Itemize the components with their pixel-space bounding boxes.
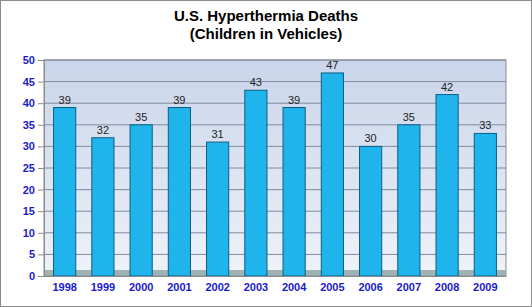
grid-line (44, 60, 506, 61)
y-tick-mark (38, 60, 44, 61)
x-tick-label: 2009 (473, 281, 497, 293)
y-tick-label: 30 (23, 140, 35, 152)
y-tick-label: 5 (29, 248, 35, 260)
y-axis-line (44, 61, 45, 277)
y-tick-label: 20 (23, 184, 35, 196)
y-tick: 20 (23, 184, 44, 196)
plot: 0 5 10 15 20 25 30 35 40 45 50 1998 1999 2000 2001 2002… (23, 54, 507, 293)
y-tick-mark (38, 125, 44, 126)
x-axis: 1998 1999 2000 2001 2002 2003 2004 2005 2006 2007… (45, 276, 507, 293)
bar (168, 108, 190, 276)
data-label: 31 (212, 128, 224, 140)
data-label: 39 (173, 94, 185, 106)
y-tick-mark (38, 276, 44, 277)
data-label: 39 (288, 94, 300, 106)
y-tick: 15 (23, 205, 44, 217)
x-tick-label: 1999 (91, 281, 115, 293)
y-axis: 0 5 10 15 20 25 30 35 40 45 50 (23, 54, 45, 282)
title: U.S. Hyperthermia Deaths (174, 7, 358, 24)
y-tick: 50 (23, 54, 44, 66)
y-tick-label: 50 (23, 54, 35, 66)
data-label: 32 (97, 124, 109, 136)
plot-background (44, 60, 506, 276)
x-tick-label: 2007 (397, 281, 421, 293)
y-tick-mark (38, 146, 44, 147)
y-tick: 45 (23, 76, 44, 88)
x-tick: 1999 (91, 276, 115, 293)
x-tick-label: 2008 (435, 281, 459, 293)
bar (321, 73, 343, 276)
x-tick: 2002 (205, 276, 229, 293)
x-tick-label: 2006 (358, 281, 382, 293)
y-tick: 10 (23, 227, 44, 239)
bar (398, 125, 420, 276)
x-tick-label: 2005 (320, 281, 344, 293)
x-tick: 2009 (473, 276, 497, 293)
y-tick-label: 25 (23, 162, 35, 174)
bar (207, 142, 229, 276)
y-tick: 25 (23, 162, 44, 174)
y-tick-label: 10 (23, 227, 35, 239)
bar (130, 125, 152, 276)
x-tick-label: 2004 (282, 281, 307, 293)
bars (54, 73, 497, 276)
bar (54, 108, 76, 276)
y-tick: 5 (29, 248, 44, 260)
title-group: U.S. Hyperthermia Deaths(Children in Veh… (174, 7, 358, 42)
x-tick: 1998 (52, 276, 76, 293)
chart-border (1, 1, 532, 307)
x-tick: 2005 (320, 276, 344, 293)
x-tick-label: 1998 (52, 281, 76, 293)
y-tick-mark (38, 233, 44, 234)
bar (474, 133, 496, 276)
y-tick-label: 15 (23, 205, 35, 217)
y-tick-mark (38, 254, 44, 255)
data-label: 47 (326, 59, 338, 71)
x-tick: 2000 (129, 276, 153, 293)
data-labels: 39 32 35 39 31 43 39 47 30 35 42 33 (59, 59, 492, 144)
x-tick: 2004 (282, 276, 307, 293)
y-tick-mark (38, 82, 44, 83)
x-tick-label: 2000 (129, 281, 153, 293)
x-tick: 2008 (435, 276, 459, 293)
bar (436, 95, 458, 276)
grid (44, 60, 506, 276)
x-axis-line (45, 276, 507, 277)
data-label: 35 (135, 111, 147, 123)
y-tick-label: 45 (23, 76, 35, 88)
x-tick: 2007 (397, 276, 421, 293)
x-tick-label: 2003 (244, 281, 268, 293)
bar (92, 138, 114, 276)
y-tick: 40 (23, 97, 44, 109)
y-tick-mark (38, 211, 44, 212)
data-label: 30 (364, 132, 376, 144)
bar (245, 90, 267, 276)
subtitle: (Children in Vehicles) (190, 25, 343, 42)
data-label: 33 (479, 119, 491, 131)
x-tick-label: 2002 (205, 281, 229, 293)
y-tick-label: 40 (23, 97, 35, 109)
y-tick-mark (38, 190, 44, 191)
y-tick: 35 (23, 119, 44, 131)
y-tick-mark (38, 103, 44, 104)
data-label: 43 (250, 76, 262, 88)
data-label: 42 (441, 81, 453, 93)
chart: U.S. Hyperthermia Deaths(Children in Veh… (0, 0, 532, 307)
x-tick-label: 2001 (167, 281, 191, 293)
y-tick: 0 (29, 270, 44, 282)
x-tick: 2006 (358, 276, 382, 293)
y-tick-mark (38, 168, 44, 169)
grid-line (44, 81, 506, 82)
data-label: 39 (59, 94, 71, 106)
y-tick: 30 (23, 140, 44, 152)
data-label: 35 (403, 111, 415, 123)
x-tick: 2001 (167, 276, 191, 293)
x-tick: 2003 (244, 276, 268, 293)
bar (283, 108, 305, 276)
y-tick-label: 35 (23, 119, 35, 131)
y-tick-label: 0 (29, 270, 35, 282)
bar (360, 146, 382, 276)
